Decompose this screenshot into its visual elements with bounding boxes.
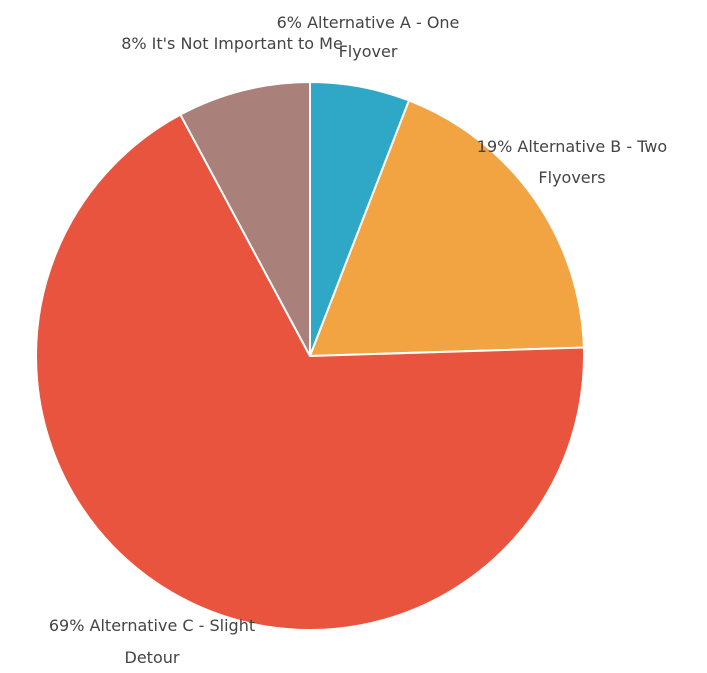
pie-slice-3 (179, 80, 311, 357)
pie-slice-1 (308, 99, 585, 358)
slice-label-1: 19% Alternative B - Two Flyovers (477, 137, 667, 187)
slice-label-0: 6% Alternative A - One Flyover (277, 13, 460, 61)
slice-label-3: 8% It's Not Important to Me (121, 34, 343, 53)
pie-slice-2 (35, 113, 585, 631)
slice-label-2: 69% Alternative C - Slight Detour (49, 616, 255, 667)
